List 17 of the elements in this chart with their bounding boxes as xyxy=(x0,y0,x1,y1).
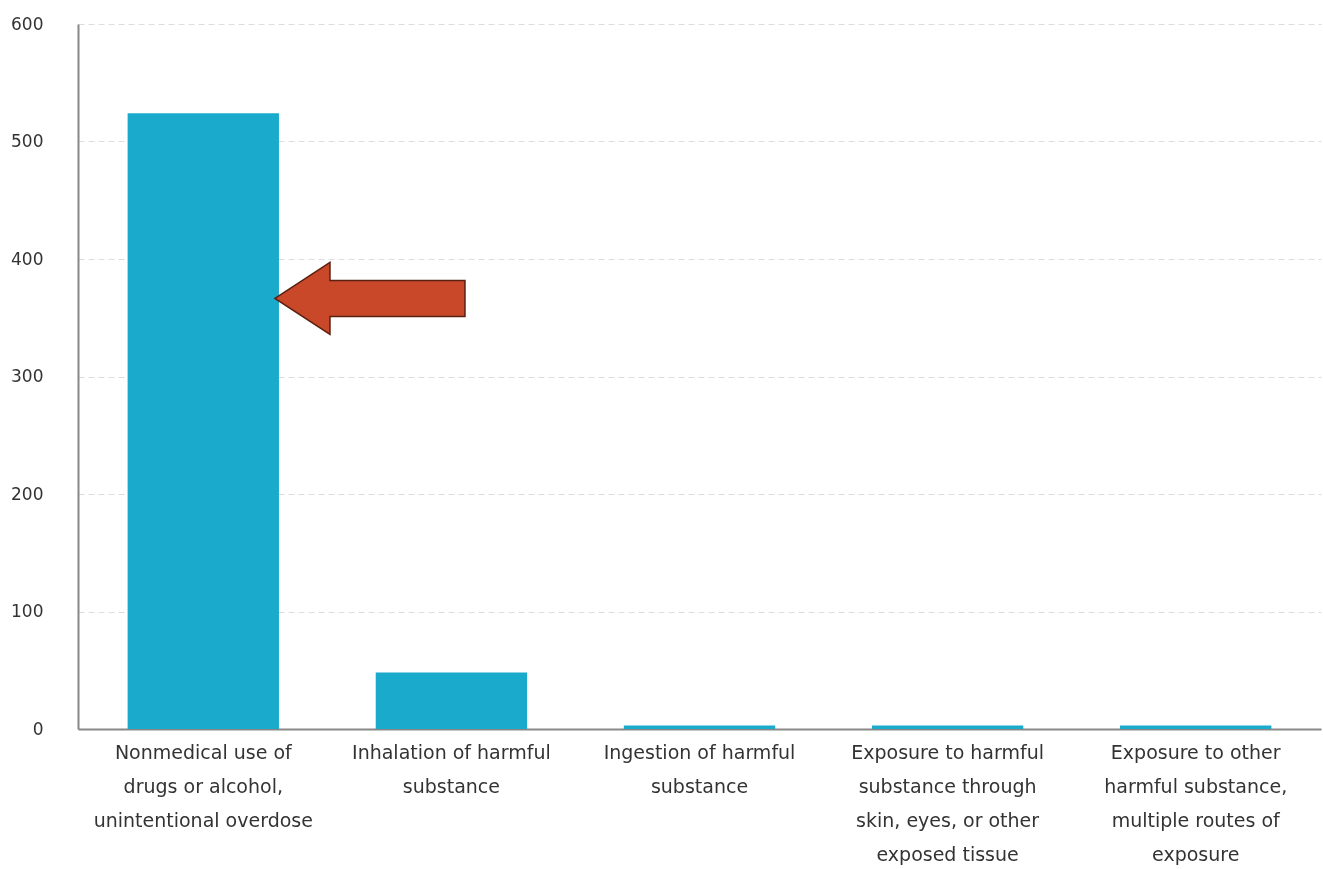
bar xyxy=(127,113,279,729)
bar xyxy=(871,725,1024,729)
x-tick-label: Inhalation of harmful substance xyxy=(352,740,551,797)
y-tick-label: 100 xyxy=(11,601,44,621)
x-tick-label: Exposure to harmful substance through skin, eyes, or other exposed tissue xyxy=(851,740,1044,865)
y-tick-label: 500 xyxy=(11,131,44,151)
y-tick-label: 600 xyxy=(11,13,44,34)
x-tick-label: Exposure to other harmful substance, multiple routes of exposure xyxy=(1104,740,1288,865)
x-tick-label: Nonmedical use of drugs or alcohol, unintentional overdose xyxy=(93,740,313,831)
y-tick-label: 400 xyxy=(11,248,44,269)
bar xyxy=(375,672,528,729)
bar xyxy=(1120,725,1272,729)
y-tick-label: 200 xyxy=(11,483,44,504)
y-tick-label: 300 xyxy=(11,366,44,386)
y-tick-label: 0 xyxy=(32,718,44,739)
x-tick-label: Ingestion of harmful substance xyxy=(603,740,796,797)
bar xyxy=(623,725,776,729)
